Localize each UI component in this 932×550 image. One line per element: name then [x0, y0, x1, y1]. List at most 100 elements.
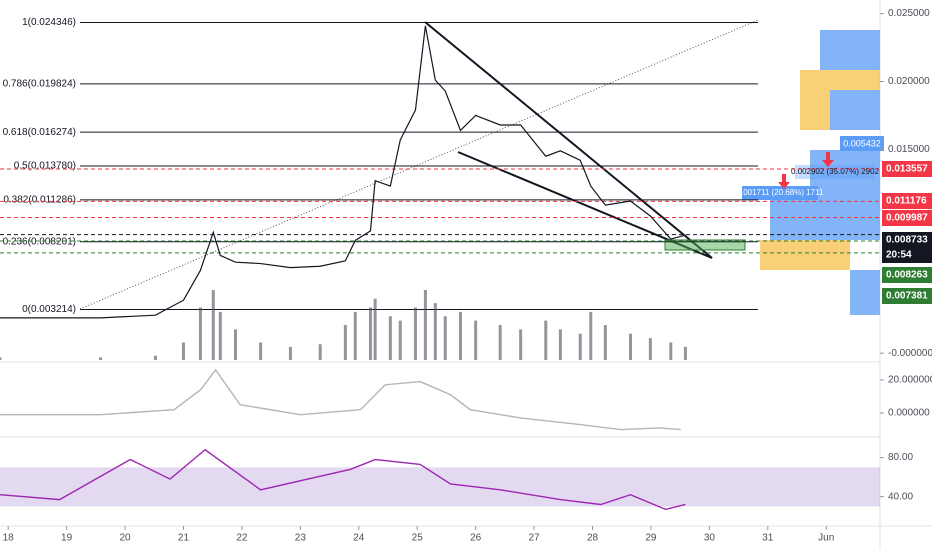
measure-label: 0.001711 (20.68%) 1711: [737, 188, 824, 197]
volume-bar: [544, 320, 548, 360]
x-tick-label: 18: [3, 533, 15, 544]
profile-bar: [810, 150, 880, 200]
volume-profile: [760, 30, 880, 315]
x-tick-label: 31: [762, 533, 774, 544]
down-arrow: [778, 174, 790, 189]
y-tick-label: 20.000000: [888, 375, 932, 386]
x-tick-label: 29: [645, 533, 657, 544]
volume-bar: [99, 357, 103, 360]
volume-bar: [648, 338, 652, 360]
fib-label: 0.618(0.016274): [3, 127, 76, 138]
volume-bar: [498, 325, 502, 360]
volume-bar: [373, 298, 377, 360]
measure-box: [840, 136, 884, 151]
y-tick-label: 80.00: [888, 452, 913, 463]
y-tick-label: 0.020000: [888, 76, 930, 87]
price-tag: [882, 288, 932, 304]
fib-label: 0.382(0.011286): [3, 195, 76, 206]
y-tick-label: 0.000000: [888, 408, 930, 419]
volume-bar: [198, 307, 202, 360]
fib-label: 1(0.024346): [22, 17, 76, 28]
volume-bar: [519, 329, 523, 360]
rsi-band: [0, 467, 880, 507]
price-line: [0, 368, 681, 431]
measure-label: 0.002902 (35.07%) 2902: [791, 167, 880, 176]
volume-bar: [181, 342, 185, 360]
x-tick-label: 27: [529, 533, 541, 544]
measure-box: [742, 186, 818, 200]
y-tick-label: 0.015000: [888, 144, 930, 155]
volume-bar: [423, 290, 427, 360]
volume-bar: [458, 311, 462, 360]
x-tick-label: 30: [704, 533, 716, 544]
y-tick-label: -0.000000: [888, 348, 932, 359]
price-tag: [882, 267, 932, 283]
profile-bar: [770, 200, 880, 240]
volume-bar: [628, 333, 632, 360]
volume-bar: [578, 333, 582, 360]
x-tick-label: 23: [295, 533, 307, 544]
x-tick-label: 26: [470, 533, 482, 544]
fib-label: 0.5(0.013780): [14, 161, 76, 172]
x-tick-label: 25: [412, 533, 424, 544]
countdown-tag: [882, 247, 932, 263]
volume-bar: [388, 316, 392, 360]
y-tick-label: 0.025000: [888, 8, 930, 19]
price-line: [0, 448, 686, 511]
price-line: [0, 25, 686, 319]
y-tick-label: 40.00: [888, 491, 913, 502]
volume-bar: [589, 311, 593, 360]
price-tag-label: 0.013557: [886, 164, 928, 175]
x-tick-label: 22: [236, 533, 248, 544]
profile-bar: [850, 270, 880, 315]
volume-bar: [233, 329, 237, 360]
price-tag: [882, 161, 932, 177]
measure-label: 0.005432: [843, 138, 881, 148]
target-box: [664, 239, 746, 251]
volume-bar: [288, 346, 292, 360]
fib-label: 0(0.003214): [22, 304, 76, 315]
price-tag: [882, 232, 932, 248]
volume-bar: [683, 346, 687, 360]
volume-bar: [218, 311, 222, 360]
volume-bar: [368, 307, 372, 360]
volume-bar: [669, 342, 673, 360]
countdown: 20:54: [886, 250, 912, 261]
profile-bar: [820, 30, 880, 70]
profile-bar: [830, 90, 880, 130]
volume-bar: [153, 355, 157, 360]
volume-bar: [318, 344, 322, 360]
x-tick-label: 20: [119, 533, 131, 544]
fib-label: 0.786(0.019824): [3, 79, 76, 90]
price-tag: [882, 193, 932, 209]
volume-bar: [433, 303, 437, 360]
volume-bar: [603, 325, 607, 360]
volume-bar: [443, 316, 447, 360]
price-tag-label: 0.007381: [886, 291, 928, 302]
price-tag-label: 0.009987: [886, 213, 928, 224]
x-tick-label: 24: [353, 533, 365, 544]
down-arrow: [822, 152, 834, 167]
volume-bar: [474, 320, 478, 360]
profile-bar: [760, 240, 850, 270]
volume-bar: [343, 325, 347, 360]
wedge-line: [424, 21, 713, 259]
x-tick-label: 19: [61, 533, 73, 544]
price-tag-label: 0.008733: [886, 235, 928, 246]
volume-bar: [398, 320, 402, 360]
volume-bar: [353, 311, 357, 360]
measure-box: [795, 165, 875, 179]
fib-label: 0.236(0.008201): [3, 236, 76, 247]
x-tick-label: 28: [587, 533, 599, 544]
volume-bar: [259, 342, 263, 360]
volume-bar: [0, 357, 2, 360]
x-tick-label: Jun: [818, 533, 834, 544]
volume-bar: [211, 290, 215, 360]
volume-bar: [413, 307, 417, 360]
volume-bar: [558, 329, 562, 360]
price-tag-label: 0.008263: [886, 270, 928, 281]
x-tick-label: 21: [178, 533, 190, 544]
price-tag-label: 0.011176: [886, 196, 927, 207]
